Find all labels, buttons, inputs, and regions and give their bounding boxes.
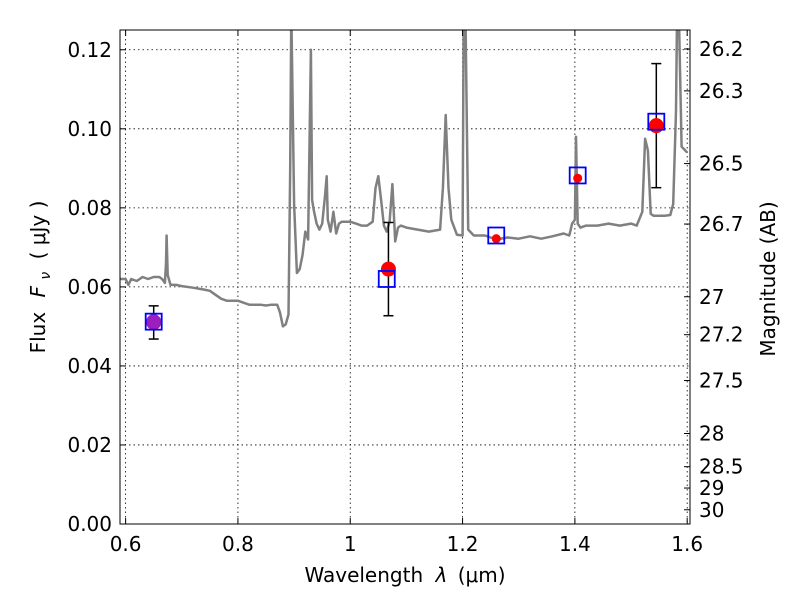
y2-tick-label: 26.5 <box>699 152 744 176</box>
y2-tick-label: 27.5 <box>699 369 744 393</box>
observed-point <box>380 261 396 277</box>
y2-tick-label: 27.2 <box>699 323 744 347</box>
y-tick-label: 0.10 <box>67 117 112 141</box>
x-tick-label: 1 <box>344 532 357 556</box>
y-axis-label: Flux F ν ( μJy ) <box>26 201 55 354</box>
observed-point <box>648 118 664 134</box>
y2-tick-label: 29 <box>699 476 724 500</box>
spectrum-line <box>120 30 689 328</box>
observed-point <box>573 173 583 183</box>
y-axis-label-unit: ( μJy ) <box>26 201 50 260</box>
x-tick-label: 0.6 <box>110 532 142 556</box>
ticks: 0.6 0.8 1 1.2 1.4 1.6 0.00 0.02 0.04 0.06 0.08 0.10… <box>67 30 744 556</box>
x-tick-label: 0.8 <box>222 532 254 556</box>
model-square <box>647 112 666 131</box>
y-tick-label: 0.12 <box>67 38 112 62</box>
y2-tick-label: 30 <box>699 498 724 522</box>
series-layer <box>120 30 689 328</box>
model-square <box>568 166 587 185</box>
marker-layer <box>144 62 666 340</box>
y-tick-label: 0.00 <box>67 512 112 536</box>
y-tick-label: 0.04 <box>67 354 112 378</box>
y2-tick-label: 28.5 <box>699 455 744 479</box>
plot-frame <box>119 29 691 525</box>
x-axis-label-symbol: λ <box>435 563 448 587</box>
y-axis-label-symbol: F <box>26 285 50 297</box>
x-tick-label: 1.4 <box>559 532 591 556</box>
x-axis-label-main: Wavelength <box>304 563 423 587</box>
y-axis-label-main: Flux <box>26 312 50 354</box>
model-square <box>487 226 506 245</box>
x-axis-label-unit: (μm) <box>458 563 506 587</box>
y2-tick-label: 26.3 <box>699 79 744 103</box>
x-axis-label: Wavelength λ (μm) <box>304 563 505 587</box>
y2-tick-label: 28 <box>699 421 724 445</box>
y-tick-label: 0.02 <box>67 433 112 457</box>
y2-tick-label: 27 <box>699 285 724 309</box>
purple-point <box>146 314 162 330</box>
y2-tick-label: 26.7 <box>699 212 744 236</box>
y-tick-label: 0.08 <box>67 196 112 220</box>
observed-point <box>491 234 501 244</box>
y-tick-label: 0.06 <box>67 275 112 299</box>
model-square <box>144 312 163 331</box>
y2-tick-label: 26.2 <box>699 37 744 61</box>
x-tick-label: 1.2 <box>447 532 479 556</box>
model-square <box>377 270 396 288</box>
y-axis-label-subscript: ν <box>38 272 54 280</box>
y2-axis-label: Magnitude (AB) <box>756 201 780 356</box>
x-tick-label: 1.6 <box>671 532 703 556</box>
plot-area-background <box>120 30 690 524</box>
